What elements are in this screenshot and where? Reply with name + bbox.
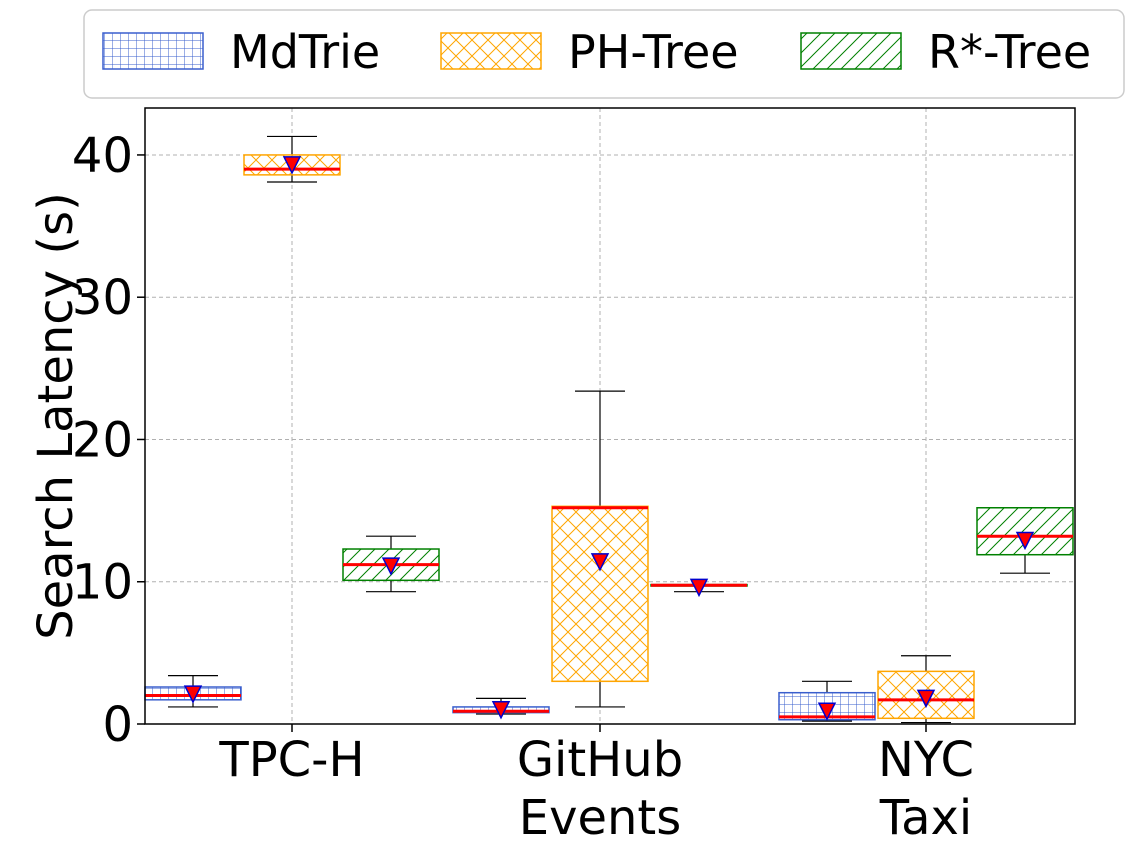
legend-item-rtree: R*-Tree: [800, 25, 1091, 79]
box-r-tree: [650, 578, 748, 598]
mean-marker: [590, 553, 610, 572]
legend-label-mdtrie: MdTrie: [230, 25, 380, 79]
legend-label-phtree: PH-Tree: [568, 25, 739, 79]
box-r-tree: [976, 507, 1074, 574]
legend-label-rtree: R*-Tree: [928, 25, 1091, 79]
mean-marker: [282, 156, 302, 175]
mean-marker: [1015, 531, 1035, 551]
y-tick-label: 0: [102, 697, 133, 753]
box-plots: [144, 135, 1074, 724]
legend: MdTrie PH-Tree R*-Tree: [83, 9, 1125, 99]
mean-marker: [491, 701, 511, 720]
box-r-tree: [342, 535, 440, 593]
legend-swatch-mdtrie: [102, 32, 204, 70]
plot-frame: [144, 107, 1076, 725]
box-ph-tree: [243, 135, 341, 183]
y-tick-label: 10: [72, 555, 133, 611]
y-tick-label: 20: [72, 412, 133, 468]
mean-marker: [916, 689, 936, 709]
x-tick-label: Taxi: [879, 790, 973, 846]
mean-marker: [817, 702, 837, 721]
y-tick-label: 30: [72, 270, 133, 326]
box-mdtrie: [144, 675, 242, 708]
legend-item-phtree: PH-Tree: [440, 25, 739, 79]
x-tick-label: GitHub: [517, 732, 683, 788]
x-tick-label: TPC-H: [218, 732, 364, 788]
y-tick-label: 40: [72, 128, 133, 184]
legend-swatch-phtree: [440, 32, 542, 70]
box-ph-tree: [877, 655, 975, 724]
legend-swatch-rtree: [800, 32, 902, 70]
mean-marker: [689, 578, 709, 598]
box-mdtrie: [778, 680, 876, 722]
box-body: [551, 505, 649, 683]
x-tick-label: Events: [519, 790, 682, 846]
box-ph-tree: [551, 390, 649, 708]
x-tick-label: NYC: [878, 732, 974, 788]
mean-marker: [381, 557, 401, 576]
y-axis-title: Search Latency (s): [28, 192, 84, 640]
mean-marker: [183, 685, 203, 704]
legend-item-mdtrie: MdTrie: [102, 25, 380, 79]
legend-frame: [83, 9, 1125, 99]
box-mdtrie: [452, 697, 550, 720]
